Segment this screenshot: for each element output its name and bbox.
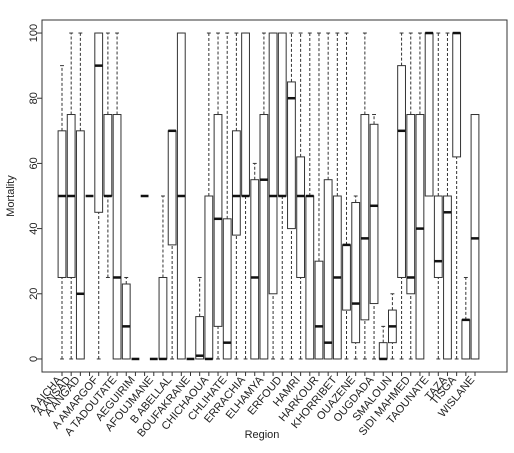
box — [415, 114, 425, 360]
box — [287, 81, 296, 230]
box — [213, 114, 223, 327]
box — [296, 156, 306, 278]
box — [277, 32, 287, 197]
plot-frame — [41, 19, 508, 373]
box — [424, 32, 434, 197]
box — [342, 244, 351, 311]
box — [461, 319, 471, 360]
box — [167, 130, 177, 246]
y-tick-label: 0 — [28, 356, 40, 362]
box — [158, 276, 168, 360]
box — [443, 195, 452, 360]
box — [195, 316, 205, 360]
box — [250, 179, 260, 360]
box — [378, 342, 388, 360]
box — [314, 260, 324, 360]
x-axis-label: Region — [245, 429, 280, 441]
box — [103, 114, 113, 197]
box — [94, 32, 104, 213]
box — [351, 202, 361, 344]
box — [360, 114, 370, 321]
y-tick-label: 80 — [28, 92, 40, 104]
box — [121, 283, 131, 360]
box — [406, 114, 416, 295]
box — [470, 114, 480, 360]
box — [397, 65, 406, 278]
box — [259, 114, 269, 360]
box — [75, 130, 85, 360]
y-tick-label: 60 — [28, 157, 40, 169]
y-axis-label: Mortality — [5, 175, 17, 217]
y-tick-label: 20 — [28, 288, 40, 300]
box — [57, 130, 67, 278]
box — [241, 32, 250, 197]
y-tick-label: 100 — [28, 24, 40, 42]
box — [433, 195, 443, 278]
box — [231, 130, 241, 236]
box — [268, 32, 278, 295]
box — [112, 114, 122, 360]
y-tick-label: 40 — [28, 222, 40, 234]
box — [369, 123, 379, 305]
box — [323, 179, 333, 360]
box — [222, 218, 232, 360]
box — [204, 195, 214, 360]
box — [452, 32, 462, 158]
box — [305, 195, 315, 360]
